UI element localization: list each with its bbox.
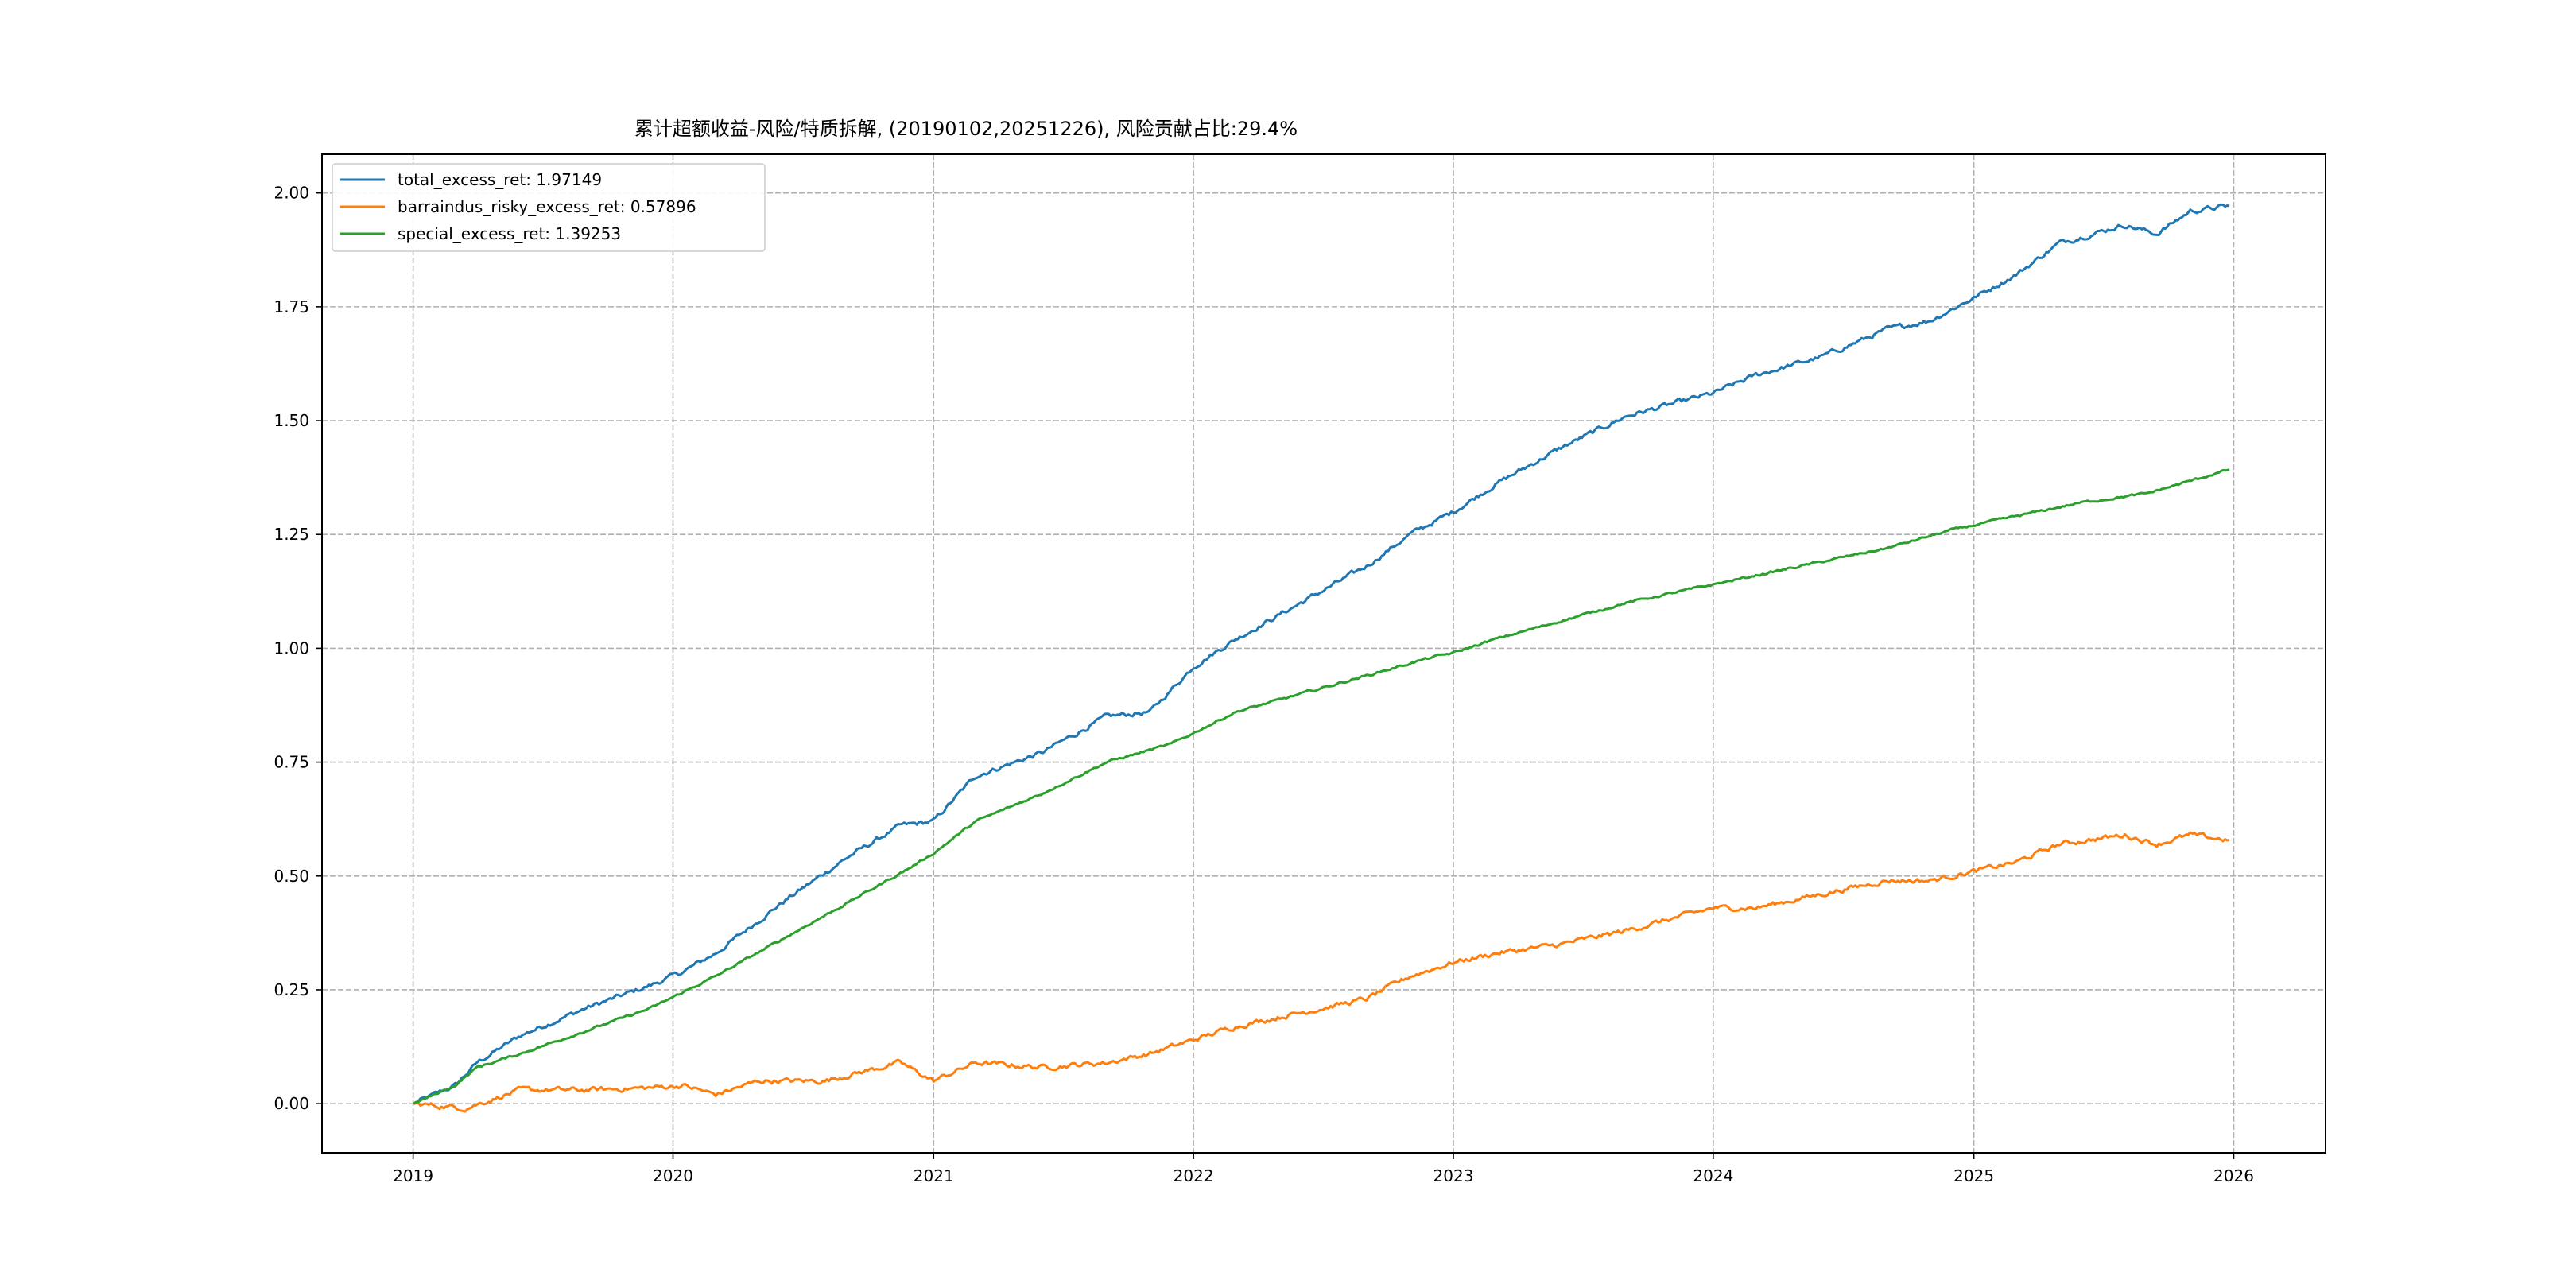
series-line-special_excess_ret: [413, 468, 2230, 1105]
y-tick-label: 1.50: [274, 411, 309, 430]
y-tick-label: 0.75: [274, 753, 309, 772]
legend-label-total_excess_ret: total_excess_ret: 1.97149: [398, 170, 602, 189]
x-tick-label: 2019: [393, 1166, 433, 1185]
y-tick-label: 0.25: [274, 980, 309, 999]
x-tick-label: 2021: [914, 1166, 954, 1185]
x-tick-label: 2022: [1174, 1166, 1214, 1185]
y-tick-label: 1.25: [274, 525, 309, 544]
x-tick-label: 2026: [2213, 1166, 2254, 1185]
y-tick-label: 1.75: [274, 297, 309, 316]
x-tick-label: 2023: [1433, 1166, 1474, 1185]
y-tick-label: 0.00: [274, 1094, 309, 1113]
y-tick-label: 2.00: [274, 184, 309, 203]
legend-label-special_excess_ret: special_excess_ret: 1.39253: [398, 224, 621, 243]
y-tick-label: 1.00: [274, 638, 309, 658]
legend: total_excess_ret: 1.97149 barraindus_risk…: [332, 163, 766, 252]
legend-label-barraindus_risky_excess_ret: barraindus_risky_excess_ret: 0.57896: [398, 197, 696, 216]
x-tick-label: 2020: [653, 1166, 693, 1185]
axis-ticks: 2019 2020 2021 2022 2023 2024 2025 2026 0.00 0.25…: [274, 184, 2253, 1185]
x-tick-label: 2024: [1693, 1166, 1733, 1185]
x-tick-label: 2025: [1953, 1166, 1994, 1185]
legend-box: [332, 163, 766, 252]
chart-title: 累计超额收益-风险/特质拆解, (20190102,20251226), 风险贡…: [634, 118, 1298, 140]
series-line-total_excess_ret: [413, 203, 2230, 1105]
series-lines: [413, 203, 2230, 1113]
series-line-barraindus_risky_excess_ret: [413, 831, 2230, 1113]
plot-frame: [321, 153, 2326, 1154]
y-tick-label: 0.50: [274, 867, 309, 886]
